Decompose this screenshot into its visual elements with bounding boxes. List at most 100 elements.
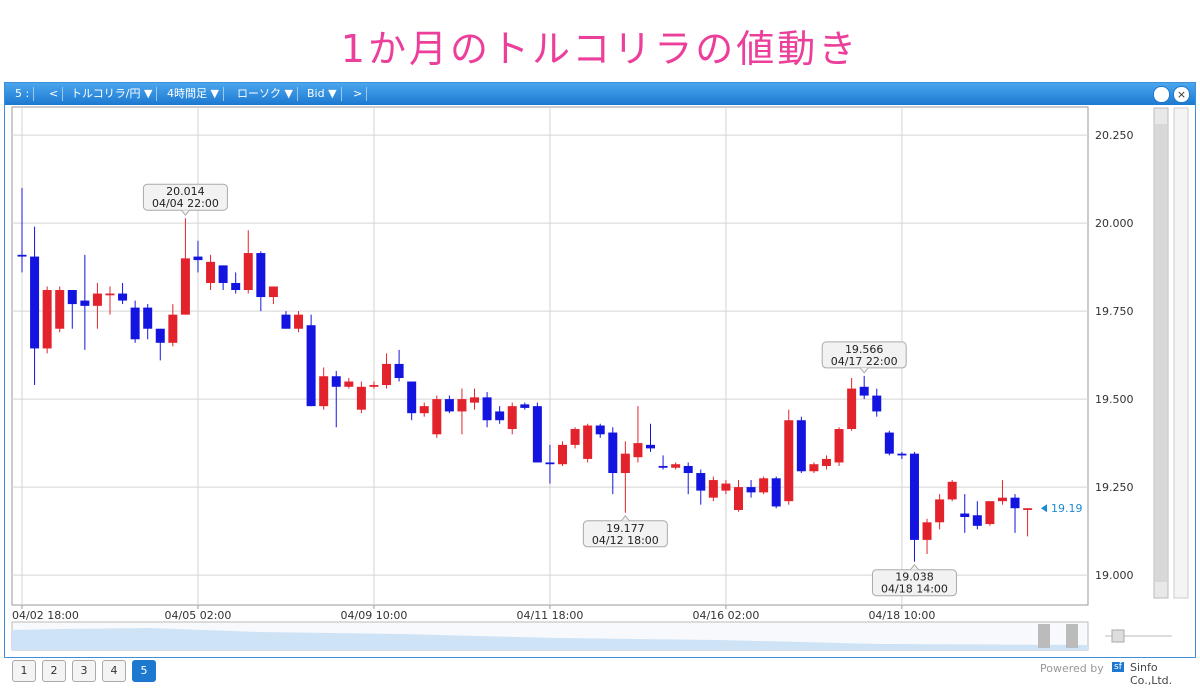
- logo: sf: [1112, 662, 1124, 672]
- page-title: 1か月のトルコリラの値動き: [340, 27, 860, 71]
- candle-body: [696, 473, 706, 491]
- candle-body: [67, 290, 77, 305]
- candle-body: [457, 399, 467, 412]
- tab[interactable]: 3: [72, 660, 96, 682]
- annotation-price: 20.014: [166, 185, 205, 198]
- candle-body: [42, 290, 52, 349]
- candle-body: [256, 253, 266, 298]
- panel-number: 5 :: [11, 87, 35, 101]
- y-tick-label: 20.000: [1095, 217, 1134, 230]
- candle-body: [909, 453, 919, 540]
- candle-body: [897, 453, 907, 456]
- candle-body: [105, 293, 115, 296]
- candle-body: [759, 478, 769, 493]
- candle-body: [847, 388, 857, 430]
- candle-body: [583, 425, 593, 459]
- x-tick-label: 04/16 02:00: [692, 609, 759, 622]
- candle-body: [331, 376, 341, 387]
- y-tick-label: 19.500: [1095, 393, 1134, 406]
- candle-body: [922, 522, 932, 540]
- candle-body: [382, 363, 392, 386]
- prev-button[interactable]: <: [45, 87, 64, 101]
- zoom-track[interactable]: [1173, 107, 1189, 599]
- candle-body: [507, 406, 517, 430]
- move-button[interactable]: [1153, 86, 1170, 103]
- tab[interactable]: 1: [12, 660, 36, 682]
- candle-body: [708, 480, 718, 498]
- annotation-price: 19.177: [606, 522, 645, 535]
- candle-body: [985, 501, 995, 525]
- last-price-marker: [1041, 504, 1047, 513]
- candle-body: [306, 325, 316, 407]
- navigator-area: [12, 628, 1088, 650]
- annotation-price: 19.566: [845, 343, 884, 356]
- candle-body: [671, 464, 681, 468]
- currency-select[interactable]: トルコリラ/円 ▼: [67, 87, 158, 101]
- candle-body: [532, 406, 542, 463]
- annotation-pointer: [181, 209, 190, 217]
- chart-type-select[interactable]: ローソク ▼: [233, 87, 298, 101]
- candle-body: [595, 425, 605, 435]
- candle-body: [834, 429, 844, 463]
- candle-body: [193, 256, 203, 261]
- candle-body: [545, 462, 555, 465]
- candle-body: [470, 397, 480, 403]
- candle-body: [935, 499, 945, 523]
- navigator-handle[interactable]: [1038, 624, 1050, 648]
- close-button[interactable]: ×: [1173, 86, 1190, 103]
- candle-body: [444, 399, 454, 412]
- x-tick-label: 04/18 10:00: [868, 609, 935, 622]
- candle-body: [972, 515, 982, 526]
- zoom-thumb[interactable]: [1111, 629, 1125, 643]
- candle-body: [180, 258, 190, 315]
- candle-body: [771, 478, 781, 507]
- timeframe-select[interactable]: 4時間足 ▼: [163, 87, 224, 101]
- candle-body: [997, 497, 1007, 502]
- candle-body: [683, 465, 693, 474]
- candle-body: [168, 314, 178, 343]
- candle-body: [419, 406, 429, 414]
- candle-body: [872, 395, 882, 412]
- annotation-box: [142, 183, 228, 211]
- candle-body: [218, 265, 228, 283]
- candle-body: [784, 420, 794, 502]
- candle-body: [92, 293, 102, 306]
- navigator-handle[interactable]: [1066, 624, 1078, 648]
- last-price-label: 19.19: [1051, 502, 1083, 515]
- candle-body: [633, 443, 643, 458]
- next-button[interactable]: >: [349, 87, 368, 101]
- x-tick-label: 04/05 02:00: [165, 609, 232, 622]
- candle-body: [344, 381, 354, 387]
- candle-body: [558, 444, 568, 465]
- price-select[interactable]: Bid ▼: [303, 87, 342, 101]
- candle-body: [746, 487, 756, 493]
- y-tick-label: 19.250: [1095, 481, 1134, 494]
- annotation-time: 04/04 22:00: [152, 197, 219, 210]
- candle-body: [1023, 508, 1033, 510]
- candle-body: [432, 399, 442, 435]
- tab[interactable]: 4: [102, 660, 126, 682]
- x-tick-label: 04/02 18:00: [12, 609, 79, 622]
- candle-body: [17, 254, 27, 257]
- tab[interactable]: 2: [42, 660, 66, 682]
- annotation-time: 04/12 18:00: [592, 534, 659, 547]
- annotation-time: 04/17 22:00: [831, 355, 898, 368]
- candle-body: [859, 386, 869, 396]
- tab-active[interactable]: 5: [132, 660, 156, 682]
- candle-body: [733, 487, 743, 510]
- candle-body: [30, 256, 40, 349]
- candle-body: [394, 363, 404, 378]
- candle-body: [130, 307, 140, 340]
- candle-body: [620, 453, 630, 474]
- candle-body: [231, 282, 241, 291]
- toolbar: 5 : < トルコリラ/円 ▼ 4時間足 ▼ ローソク ▼ Bid ▼ > ×: [5, 83, 1195, 105]
- candle-body: [809, 464, 819, 472]
- candle-body: [319, 376, 329, 407]
- scroll-thumb[interactable]: [1155, 124, 1167, 582]
- candle-body: [80, 300, 90, 306]
- candle-body: [407, 381, 417, 414]
- chart-window: 5 : < トルコリラ/円 ▼ 4時間足 ▼ ローソク ▼ Bid ▼ > ×: [4, 82, 1196, 658]
- y-tick-label: 19.000: [1095, 569, 1134, 582]
